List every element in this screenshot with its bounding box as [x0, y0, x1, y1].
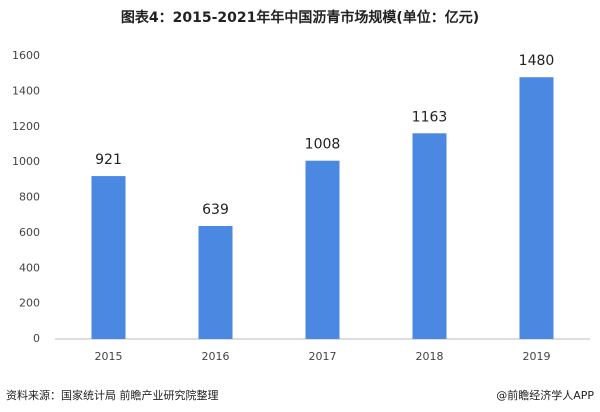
x-tick-label: 2019	[523, 350, 551, 363]
y-tick-label: 400	[19, 261, 40, 274]
y-tick-label: 1600	[12, 49, 40, 62]
value-label: 1480	[519, 53, 555, 69]
y-tick-label: 0	[33, 332, 40, 345]
x-tick-label: 2018	[416, 350, 444, 363]
value-label: 921	[95, 152, 122, 168]
y-tick-label: 1400	[12, 84, 40, 97]
value-label: 639	[202, 202, 229, 218]
chart-title: 图表4：2015-2021年年中国沥青市场规模(单位：亿元)	[121, 9, 479, 26]
source-note: 资料来源：国家统计局 前瞻产业研究院整理	[6, 388, 219, 402]
bar	[412, 133, 447, 339]
bar	[305, 160, 340, 339]
bar	[519, 77, 554, 339]
y-tick-label: 800	[19, 191, 40, 204]
bar	[91, 176, 126, 339]
y-tick-label: 200	[19, 297, 40, 310]
y-tick-label: 600	[19, 226, 40, 239]
x-tick-label: 2017	[309, 350, 337, 363]
value-label: 1008	[305, 137, 341, 153]
bar	[198, 225, 233, 339]
x-tick-label: 2016	[202, 350, 230, 363]
value-label: 1163	[412, 109, 448, 125]
y-tick-label: 1000	[12, 155, 40, 168]
x-tick-label: 2015	[95, 350, 123, 363]
credit: @前瞻经济学人APP	[496, 388, 594, 402]
y-tick-label: 1200	[12, 120, 40, 133]
